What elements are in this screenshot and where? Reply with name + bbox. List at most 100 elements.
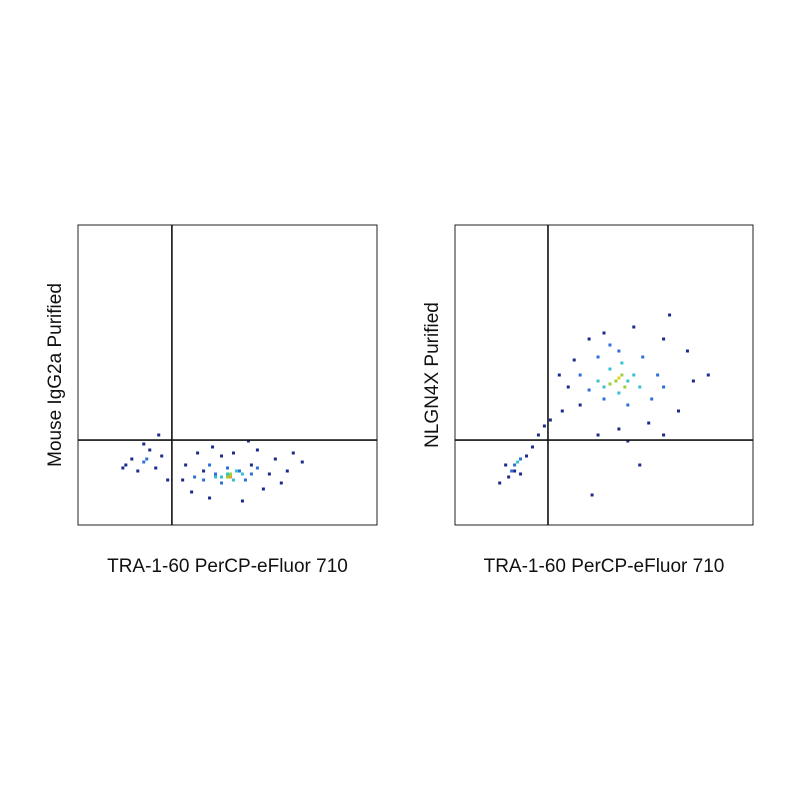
event-point (160, 454, 164, 458)
event-point (578, 373, 582, 377)
event-point (596, 433, 600, 437)
event-point (130, 457, 134, 461)
event-point (617, 427, 621, 431)
event-point (662, 433, 666, 437)
event-point (228, 475, 232, 479)
event-point (617, 376, 621, 380)
event-point (208, 496, 212, 500)
event-point (157, 433, 161, 437)
event-point (507, 475, 511, 479)
event-point (214, 472, 218, 476)
event-point (677, 409, 680, 413)
event-point (249, 463, 253, 467)
event-point (300, 460, 304, 464)
event-point (602, 385, 606, 389)
event-point (279, 481, 283, 485)
y-axis-label: Mouse IgG2a Purified (45, 283, 66, 467)
event-point (193, 475, 197, 479)
plot-frame (77, 224, 378, 526)
event-point (602, 331, 606, 335)
event-point (255, 466, 259, 470)
event-point (536, 433, 540, 437)
event-point (255, 448, 259, 452)
event-point (220, 481, 224, 485)
event-point (273, 457, 277, 461)
event-point (685, 349, 689, 353)
event-point (632, 325, 636, 329)
x-axis-label: TRA-1-60 PerCP-eFluor 710 (107, 556, 348, 577)
event-point (190, 490, 194, 494)
event-point (220, 475, 224, 479)
event-point (608, 382, 612, 386)
event-point (647, 421, 651, 425)
event-point (516, 460, 520, 464)
event-point (542, 424, 546, 428)
event-point (602, 397, 606, 401)
event-point (249, 472, 253, 476)
event-point (513, 469, 517, 473)
event-point (498, 481, 502, 485)
event-point (608, 343, 612, 347)
y-axis-label: NLGN4X Purified (422, 302, 443, 448)
event-point (211, 445, 215, 449)
event-point (226, 466, 229, 470)
event-point (557, 373, 561, 377)
event-point (641, 355, 645, 359)
event-point (617, 391, 621, 395)
event-point (267, 472, 271, 476)
event-point (237, 469, 241, 473)
event-point (626, 439, 630, 443)
event-point (620, 373, 624, 377)
event-point (548, 418, 552, 422)
event-point (620, 361, 624, 365)
event-point (142, 442, 146, 446)
event-point (596, 379, 600, 383)
event-point (196, 451, 200, 455)
event-point (578, 403, 582, 407)
event-point (519, 457, 523, 461)
event-point (208, 463, 212, 467)
event-point (261, 487, 265, 491)
event-point (656, 373, 660, 377)
event-point (145, 457, 149, 461)
event-point (623, 385, 627, 389)
event-point (566, 385, 570, 389)
event-point (632, 373, 636, 377)
event-point (614, 379, 618, 383)
event-point (220, 454, 224, 458)
event-point (626, 403, 630, 407)
event-point (650, 397, 654, 401)
event-point (154, 466, 158, 470)
event-point (202, 469, 206, 473)
event-point (240, 499, 244, 503)
event-point (519, 472, 523, 476)
event-point (240, 472, 244, 476)
event-point (228, 472, 232, 476)
event-point (638, 463, 642, 467)
event-point (560, 409, 564, 413)
event-point (608, 367, 612, 371)
event-point (668, 313, 672, 317)
event-point (142, 460, 146, 464)
event-point (587, 337, 591, 341)
x-axis-label: TRA-1-60 PerCP-eFluor 710 (484, 556, 725, 577)
event-point (124, 463, 128, 467)
event-point (243, 478, 247, 482)
event-point (184, 463, 188, 467)
event-point (662, 385, 666, 389)
event-point (234, 469, 238, 473)
event-point (181, 478, 185, 482)
event-point (626, 379, 630, 383)
event-point (513, 463, 517, 467)
event-point (590, 493, 594, 497)
event-point (504, 463, 508, 467)
event-point (246, 439, 250, 443)
event-point (202, 478, 206, 482)
event-point (231, 478, 235, 482)
event-point (691, 379, 695, 383)
event-point (638, 385, 642, 389)
event-point (226, 475, 229, 479)
event-point (226, 472, 229, 476)
event-point (587, 388, 591, 392)
